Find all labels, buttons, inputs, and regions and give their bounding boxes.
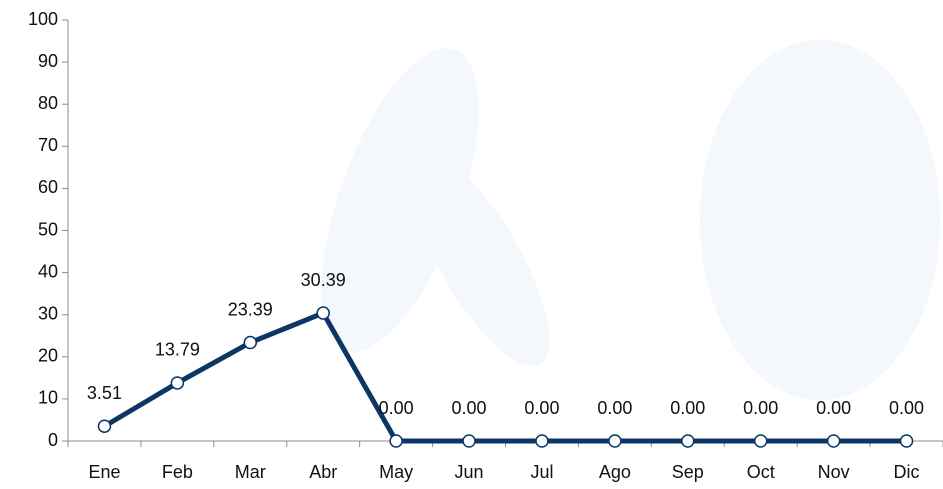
watermark: [321, 40, 940, 400]
x-tick-label: May: [379, 462, 413, 482]
y-tick-label: 80: [38, 93, 58, 113]
marker: [316, 306, 330, 320]
data-label: 0.00: [743, 398, 778, 418]
marker: [608, 434, 622, 448]
marker: [462, 434, 476, 448]
data-label: 0.00: [816, 398, 851, 418]
marker: [389, 434, 403, 448]
data-label: 0.00: [452, 398, 487, 418]
x-tick-label: Dic: [894, 462, 920, 482]
data-label: 0.00: [524, 398, 559, 418]
marker: [753, 434, 768, 448]
x-tick-label: Feb: [162, 462, 193, 482]
y-tick-label: 70: [38, 135, 58, 155]
data-label: 13.79: [155, 340, 200, 360]
marker: [535, 434, 549, 448]
marker: [899, 434, 914, 448]
x-tick-label: Jun: [455, 462, 484, 482]
data-label: 23.39: [228, 299, 273, 319]
x-tick-label: Mar: [235, 462, 266, 482]
marker: [681, 434, 695, 448]
x-tick-label: Ago: [599, 462, 631, 482]
y-tick-label: 30: [38, 303, 58, 323]
y-tick-label: 20: [38, 346, 58, 366]
data-label: 0.00: [379, 398, 414, 418]
x-tick-label: Oct: [747, 462, 775, 482]
y-tick-label: 0: [48, 430, 58, 450]
y-tick-label: 10: [38, 388, 58, 408]
y-tick-label: 90: [38, 51, 58, 71]
data-label: 3.51: [87, 383, 122, 403]
marker: [826, 434, 841, 448]
x-tick-label: Jul: [530, 462, 553, 482]
y-tick-label: 60: [38, 177, 58, 197]
x-tick-label: Ene: [88, 462, 120, 482]
x-tick-label: Abr: [309, 462, 337, 482]
marker: [170, 376, 185, 390]
data-label: 0.00: [889, 398, 924, 418]
data-label: 0.00: [670, 398, 705, 418]
data-label: 30.39: [301, 270, 346, 290]
data-label: 0.00: [597, 398, 632, 418]
y-tick-label: 100: [28, 9, 58, 29]
x-tick-label: Sep: [672, 462, 704, 482]
marker: [243, 335, 258, 350]
y-tick-label: 40: [38, 261, 58, 281]
line: [103, 310, 907, 444]
x-tick-label: Nov: [818, 462, 850, 482]
y-tick-label: 50: [38, 219, 58, 239]
marker: [97, 419, 112, 433]
